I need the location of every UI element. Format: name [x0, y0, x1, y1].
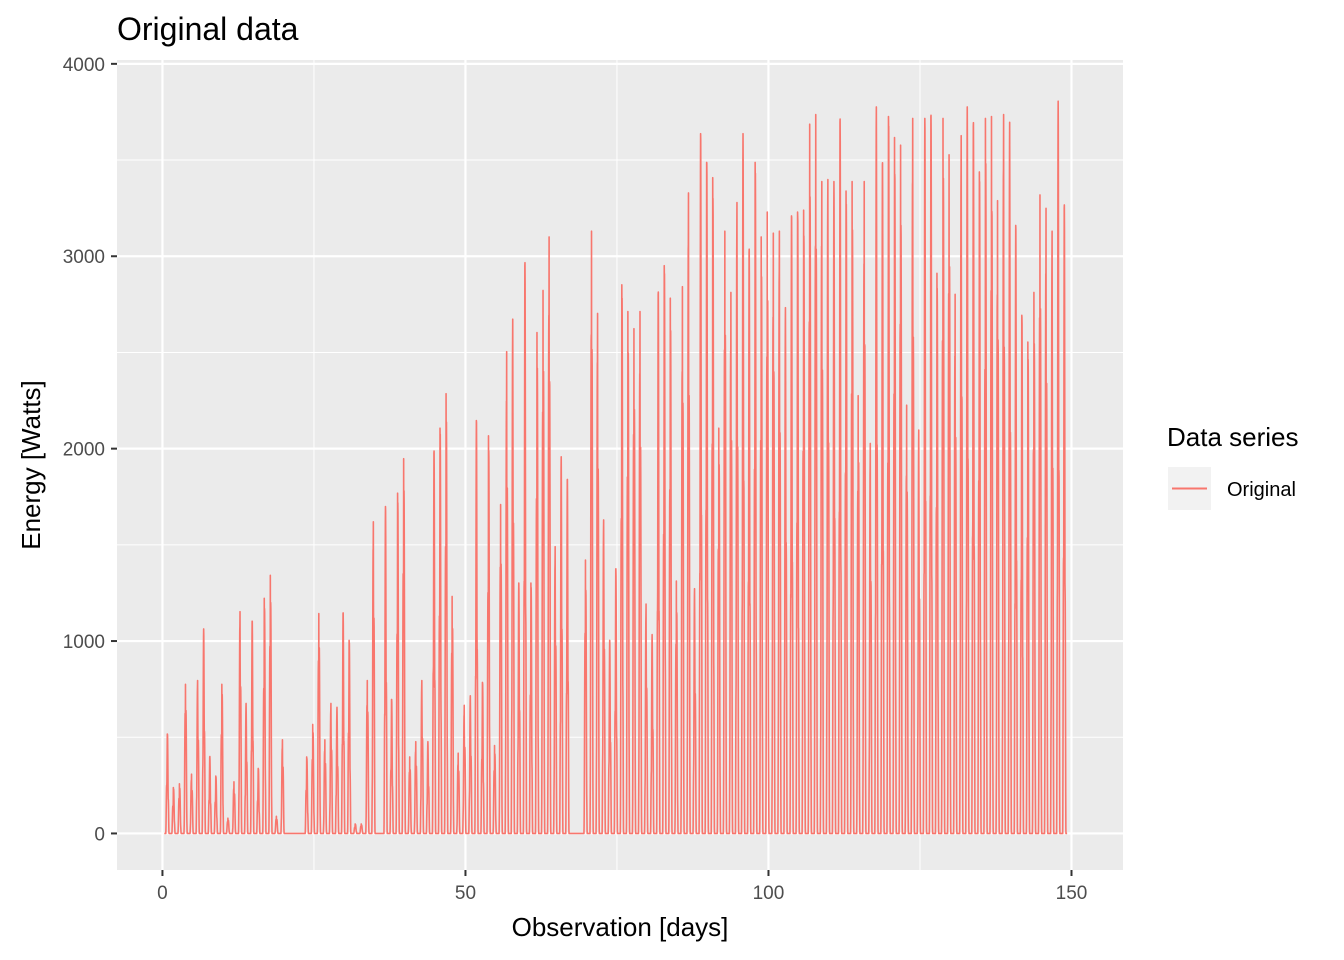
- y-tick-label: 3000: [63, 247, 105, 268]
- chart-title: Original data: [117, 11, 299, 47]
- x-axis: 0 50 100 150: [157, 870, 1087, 904]
- legend-title: Data series: [1167, 422, 1299, 452]
- y-tick-label: 0: [94, 824, 105, 845]
- x-tick-label: 50: [455, 883, 476, 904]
- y-axis-title: Energy [Watts]: [16, 380, 46, 550]
- series-layer: [163, 100, 1068, 835]
- series-line-original: [163, 100, 1068, 835]
- legend-label-original: Original: [1227, 479, 1296, 501]
- x-tick-label: 150: [1056, 883, 1088, 904]
- x-tick-label: 100: [753, 883, 785, 904]
- y-tick-label: 1000: [63, 632, 105, 653]
- y-tick-label: 2000: [63, 440, 105, 461]
- x-tick-label: 0: [157, 883, 168, 904]
- y-axis: 0 1000 2000 3000 4000: [63, 55, 117, 845]
- y-tick-label: 4000: [63, 55, 105, 76]
- legend: Data series Original: [1167, 422, 1299, 510]
- x-axis-title: Observation [days]: [512, 912, 729, 942]
